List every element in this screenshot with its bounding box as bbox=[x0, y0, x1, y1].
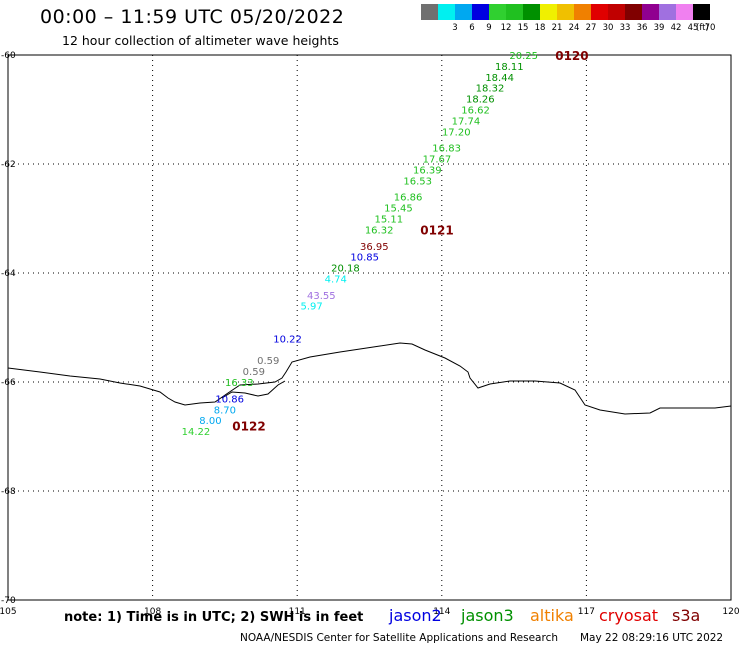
lon-tick-label: 114 bbox=[433, 607, 450, 617]
legend-label: 15 bbox=[517, 23, 529, 33]
legend-swatch bbox=[591, 4, 608, 20]
lat-tick-label: -60 bbox=[1, 51, 16, 61]
lon-tick-label: 108 bbox=[144, 607, 161, 617]
legend-label: 6 bbox=[469, 23, 475, 33]
wave-height-label: 36.95 bbox=[360, 242, 389, 253]
legend-swatch bbox=[506, 4, 523, 20]
legend-swatch bbox=[659, 4, 676, 20]
legend-swatch bbox=[489, 4, 506, 20]
legend-label: 24 bbox=[568, 23, 580, 33]
wave-height-label: 18.26 bbox=[466, 95, 495, 106]
legend-label: 30 bbox=[602, 23, 614, 33]
lon-tick-label: 120 bbox=[722, 607, 739, 617]
legend-label: 27 bbox=[585, 23, 597, 33]
legend-swatch bbox=[693, 4, 710, 20]
wave-height-label: 10.85 bbox=[350, 253, 379, 264]
map-frame bbox=[7, 54, 732, 601]
map-title: 00:00 – 11:59 UTC 05/20/2022 bbox=[40, 6, 345, 28]
legend-label: 36 bbox=[636, 23, 648, 33]
legend-label: 9 bbox=[486, 23, 492, 33]
legend-swatch bbox=[676, 4, 693, 20]
wave-height-label: 14.22 bbox=[182, 427, 211, 438]
footer-note: note: 1) Time is in UTC; 2) SWH is in fe… bbox=[64, 610, 364, 625]
lat-tick-label: -68 bbox=[1, 487, 16, 497]
lon-tick-label: 111 bbox=[289, 607, 306, 617]
legend-swatch bbox=[472, 4, 489, 20]
legend-label: 33 bbox=[619, 23, 631, 33]
wave-height-label: 20.25 bbox=[509, 51, 538, 62]
wave-height-label: 0.59 bbox=[243, 367, 265, 378]
satellite-altika: altika bbox=[530, 606, 574, 625]
wave-height-label: 5.97 bbox=[301, 302, 323, 313]
legend-swatch bbox=[557, 4, 574, 20]
lat-tick-label: -66 bbox=[1, 378, 16, 388]
legend-label: 70 bbox=[704, 23, 716, 33]
wave-height-label: 8.00 bbox=[199, 416, 221, 427]
legend-swatch bbox=[438, 4, 455, 20]
credit-line: NOAA/NESDIS Center for Satellite Applica… bbox=[240, 632, 558, 644]
legend-label: 3 bbox=[452, 23, 458, 33]
coastline-inlet bbox=[221, 380, 286, 399]
wave-height-label: 0.59 bbox=[257, 356, 279, 367]
legend-swatch bbox=[608, 4, 625, 20]
satellite-jason3: jason3 bbox=[461, 606, 514, 625]
legend-swatch bbox=[540, 4, 557, 20]
wave-height-label: 20.18 bbox=[331, 264, 360, 275]
lon-tick-label: 105 bbox=[0, 607, 17, 617]
wave-height-label: 10.86 bbox=[215, 394, 244, 405]
satellite-cryosat: cryosat bbox=[599, 606, 659, 625]
pass-time-label: 0122 bbox=[232, 420, 265, 434]
wave-height-label: 18.44 bbox=[485, 73, 514, 84]
wave-height-label: 16.62 bbox=[461, 106, 490, 117]
lat-tick-label: -62 bbox=[1, 160, 16, 170]
legend-swatch bbox=[523, 4, 540, 20]
legend-swatch bbox=[642, 4, 659, 20]
wave-height-label: 16.53 bbox=[403, 176, 432, 187]
wave-height-label: 16.83 bbox=[432, 144, 461, 155]
wave-height-label: 18.11 bbox=[495, 62, 524, 73]
legend-label: 18 bbox=[534, 23, 546, 33]
satellite-jason2: jason2 bbox=[389, 606, 442, 625]
legend-label: 42 bbox=[670, 23, 682, 33]
legend-swatch bbox=[625, 4, 642, 20]
pass-time-label: 0121 bbox=[420, 223, 453, 237]
wave-height-label: 16.39 bbox=[413, 165, 442, 176]
wave-height-label: 10.22 bbox=[273, 334, 302, 345]
legend-swatch bbox=[455, 4, 472, 20]
wave-height-label: 17.74 bbox=[452, 116, 481, 127]
wave-height-label: 16.33 bbox=[225, 378, 254, 389]
legend-label: 21 bbox=[551, 23, 563, 33]
lat-tick-label: -70 bbox=[1, 596, 16, 606]
lat-tick-label: -64 bbox=[1, 269, 16, 279]
wave-height-label: 17.67 bbox=[423, 155, 452, 166]
wave-height-label: 4.74 bbox=[325, 274, 347, 285]
legend-label: 12 bbox=[500, 23, 512, 33]
legend-swatch bbox=[421, 4, 438, 20]
wave-height-label: 43.55 bbox=[307, 291, 336, 302]
generated-timestamp: May 22 08:29:16 UTC 2022 bbox=[580, 632, 724, 644]
satellite-s3a: s3a bbox=[672, 606, 701, 625]
lon-tick-label: 117 bbox=[578, 607, 595, 617]
wave-height-label: 8.70 bbox=[214, 405, 236, 416]
map-subtitle: 12 hour collection of altimeter wave hei… bbox=[62, 33, 339, 48]
pass-time-label: 0120 bbox=[555, 49, 588, 63]
legend-label: 39 bbox=[653, 23, 665, 33]
legend-label: 45 bbox=[687, 23, 699, 33]
wave-height-label: 16.86 bbox=[394, 193, 423, 204]
wave-height-label: 15.45 bbox=[384, 204, 413, 215]
wave-height-label: 18.32 bbox=[476, 84, 505, 95]
coastline bbox=[7, 342, 732, 415]
wave-height-label: 17.20 bbox=[442, 127, 471, 138]
wave-height-label: 15.11 bbox=[374, 215, 403, 226]
wave-height-label: 16.32 bbox=[365, 225, 394, 236]
legend-swatch bbox=[574, 4, 591, 20]
legend-unit: (ft) bbox=[696, 23, 709, 33]
